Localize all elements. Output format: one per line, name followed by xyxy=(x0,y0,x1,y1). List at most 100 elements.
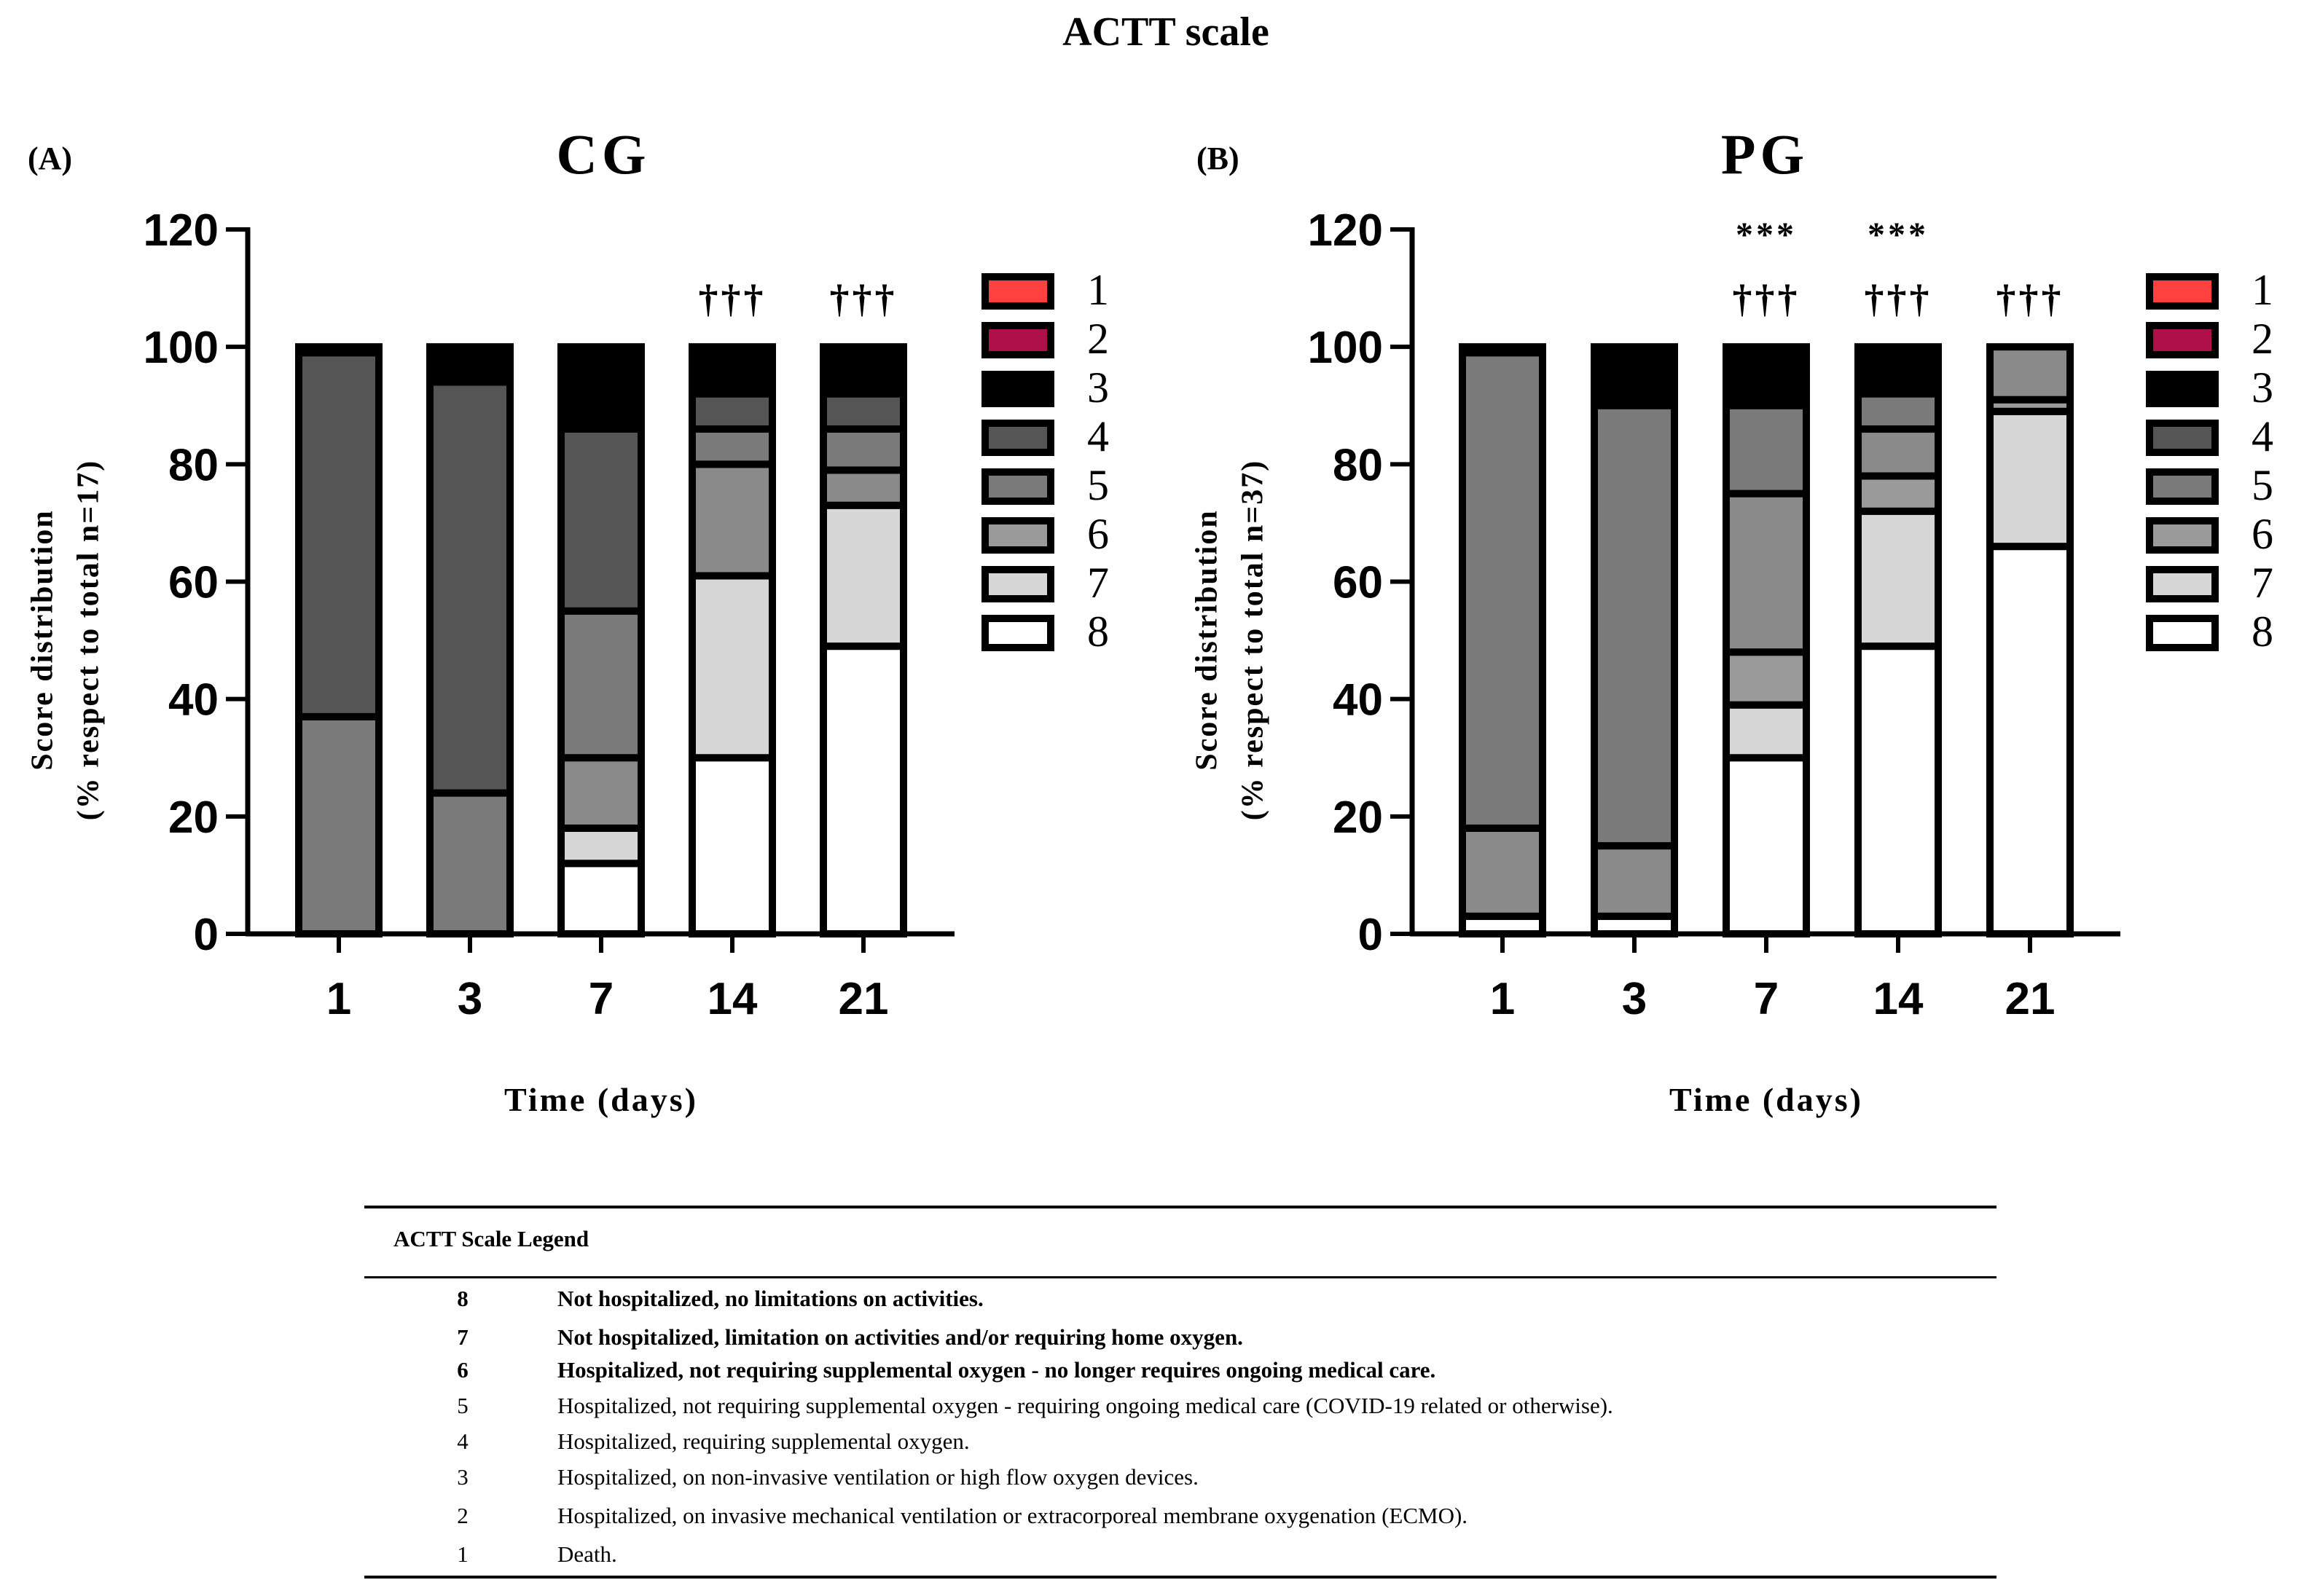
legend-swatch-4 xyxy=(981,420,1054,456)
x-tick-label: 1 xyxy=(326,974,351,1024)
legend-swatch-5 xyxy=(2146,468,2219,505)
bar-CG-1-score-4 xyxy=(295,712,383,937)
y-tick-label: 80 xyxy=(168,440,219,490)
legend-label-8: 8 xyxy=(2252,608,2273,656)
bar-PG-3-score-4 xyxy=(1591,401,1678,850)
legend-description: Death. xyxy=(557,1541,617,1567)
legend-label-2: 2 xyxy=(1087,315,1109,363)
panel-b: (B) PG Score distribution (% respect to tot… xyxy=(1191,122,2273,1118)
legend-row-5: 5 Hospitalized, not requiring supplement… xyxy=(364,1393,1996,1428)
legend-score: 5 xyxy=(457,1393,469,1418)
x-tick-label: 14 xyxy=(1873,974,1924,1024)
legend-swatch-7 xyxy=(2146,566,2219,602)
panel-title: PG xyxy=(1721,122,1809,186)
legend-row-8: 8 Not hospitalized, no limitations on ac… xyxy=(364,1286,1996,1321)
figure-title: ACTT scale xyxy=(1062,9,1269,55)
panel-title: CG xyxy=(557,122,651,186)
legend-swatch-3 xyxy=(2146,371,2219,407)
legend-score: 2 xyxy=(457,1503,469,1528)
bar-CG-14-score-7 xyxy=(689,572,776,762)
legend-label-4: 4 xyxy=(1087,412,1109,460)
dagger-annotation: ††† xyxy=(1733,277,1800,321)
x-axis-label: Time (days) xyxy=(504,1081,698,1118)
y-tick-label: 40 xyxy=(168,675,219,726)
legend-swatch-3 xyxy=(981,371,1054,407)
y-tick-label: 120 xyxy=(144,205,219,256)
legend-score: 6 xyxy=(457,1357,469,1383)
significance-annotation: *** xyxy=(1736,216,1797,254)
panel-label: (A) xyxy=(28,141,72,176)
bar-CG-7-score-7 xyxy=(557,824,645,868)
bar-PG-1-score-4 xyxy=(1459,349,1546,832)
y-tick-label: 60 xyxy=(1333,558,1383,608)
y-tick-label: 20 xyxy=(168,793,219,843)
x-tick-label: 14 xyxy=(708,974,758,1024)
bar-PG-3-score-5 xyxy=(1591,842,1678,920)
legend-description: Hospitalized, on invasive mechanical ven… xyxy=(557,1503,1468,1528)
legend-description: Hospitalized, not requiring supplemental… xyxy=(557,1393,1613,1418)
legend-score: 4 xyxy=(457,1428,469,1454)
bar-CG-3-score-4 xyxy=(426,789,514,937)
legend-label-1: 1 xyxy=(1087,266,1109,314)
bar-PG-14-score-6 xyxy=(1854,472,1942,515)
legend-label-4: 4 xyxy=(2252,412,2273,460)
y-tick-label: 60 xyxy=(168,558,219,608)
bar-PG-14-score-4 xyxy=(1854,390,1942,433)
bar-CG-21-score-8 xyxy=(820,642,907,937)
legend-header-rule xyxy=(364,1276,1996,1278)
legend-swatch-5 xyxy=(981,468,1054,505)
legend-swatch-8 xyxy=(2146,615,2219,651)
bar-PG-14-score-5 xyxy=(1854,425,1942,480)
legend-label-3: 3 xyxy=(2252,363,2273,412)
bar-CG-1-score-3 xyxy=(295,349,383,720)
dagger-annotation: ††† xyxy=(1996,277,2064,321)
bar-CG-7-score-5 xyxy=(557,754,645,832)
legend-swatch-8 xyxy=(981,615,1054,651)
legend-swatch-2 xyxy=(2146,322,2219,358)
legend-label-1: 1 xyxy=(2252,266,2273,314)
bar-PG-1-score-5 xyxy=(1459,824,1546,920)
bar-PG-14-score-7 xyxy=(1854,507,1942,650)
legend-row-7: 7 Not hospitalized, limitation on activi… xyxy=(364,1324,1996,1359)
bar-CG-7-score-3 xyxy=(557,425,645,615)
bar-PG-7-score-6 xyxy=(1723,648,1810,709)
x-tick-label: 7 xyxy=(1754,974,1779,1024)
legend-row-2: 2 Hospitalized, on invasive mechanical v… xyxy=(364,1503,1996,1538)
legend-row-4: 4 Hospitalized, requiring supplemental o… xyxy=(364,1428,1996,1463)
y-tick-label: 120 xyxy=(1308,205,1383,256)
legend-row-1: 1 Death. xyxy=(364,1541,1996,1576)
legend-score: 3 xyxy=(457,1464,469,1490)
bar-CG-3-score-3 xyxy=(426,378,514,797)
legend-bottom-rule xyxy=(364,1576,1996,1579)
bar-PG-7-score-7 xyxy=(1723,701,1810,762)
legend-label-3: 3 xyxy=(1087,363,1109,412)
legend-label-5: 5 xyxy=(1087,461,1109,509)
legend-description: Not hospitalized, no limitations on acti… xyxy=(557,1286,984,1311)
bar-CG-14-score-8 xyxy=(689,754,776,937)
y-axis-label: (% respect to total n=37) xyxy=(1237,460,1270,820)
legend-swatch-4 xyxy=(2146,420,2219,456)
bar-CG-21-score-5 xyxy=(820,466,907,509)
legend-swatch-1 xyxy=(981,273,1054,310)
legend-row-3: 3 Hospitalized, on non-invasive ventilat… xyxy=(364,1464,1996,1499)
significance-annotation: *** xyxy=(1868,216,1929,254)
bar-PG-21-score-5 xyxy=(1986,343,2074,404)
y-tick-label: 0 xyxy=(1358,910,1383,960)
legend-top-rule xyxy=(364,1206,1996,1208)
chart-figure: ACTT scale (A) CG Score distribution (% res… xyxy=(26,9,2273,1118)
bar-PG-21-score-7 xyxy=(1986,407,2074,551)
y-axis-label: (% respect to total n=17) xyxy=(72,460,106,820)
legend-row-6: 6 Hospitalized, not requiring supplement… xyxy=(364,1357,1996,1392)
y-tick-label: 80 xyxy=(1333,440,1383,490)
dagger-annotation: ††† xyxy=(699,277,767,321)
legend-description: Not hospitalized, limitation on activiti… xyxy=(557,1324,1243,1350)
bar-CG-7-score-8 xyxy=(557,860,645,938)
y-axis-label: Score distribution xyxy=(26,509,60,770)
legend-table-title: ACTT Scale Legend xyxy=(393,1226,589,1251)
x-tick-label: 3 xyxy=(458,974,482,1024)
legend-label-7: 7 xyxy=(1087,559,1109,607)
legend-description: Hospitalized, on non-invasive ventilatio… xyxy=(557,1464,1199,1490)
legend-swatch-7 xyxy=(981,566,1054,602)
y-tick-label: 40 xyxy=(1333,675,1383,726)
bar-CG-7-score-1 xyxy=(557,343,645,433)
